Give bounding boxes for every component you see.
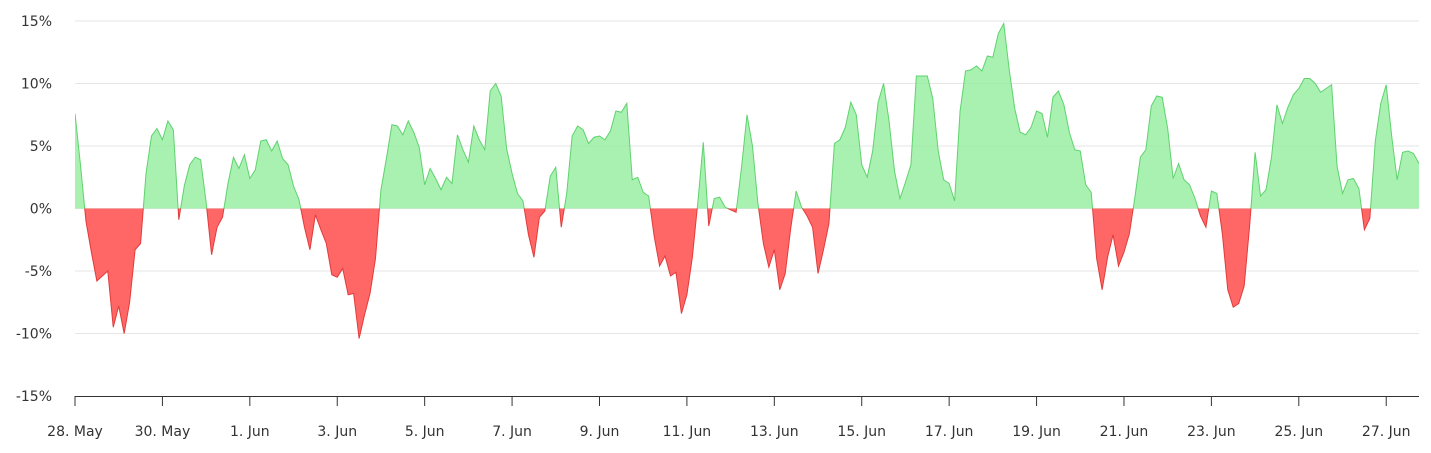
positive-line [75,21,1419,209]
x-tick-label: 3. Jun [317,424,357,440]
y-axis-labels: -15% -10% -5% 0% 5% 10% 15% [16,14,52,405]
y-tick-label: -10% [16,327,52,343]
x-axis-labels: 28. May 30. May 1. Jun 3. Jun 5. Jun 7. Jun 9.… [47,424,1410,440]
x-tick-label: 27. Jun [1362,424,1411,440]
y-tick-label: 10% [21,77,52,93]
y-tick-label: -15% [16,389,52,405]
x-tick-label: 25. Jun [1275,424,1324,440]
x-tick-label: 28. May [47,424,103,440]
x-tick-label: 30. May [135,424,191,440]
x-tick-label: 1. Jun [230,424,270,440]
x-tick-label: 15. Jun [837,424,886,440]
x-tick-label: 21. Jun [1100,424,1149,440]
positive-area [75,23,1419,209]
x-tick-label: 5. Jun [405,424,445,440]
x-tick-label: 13. Jun [750,424,799,440]
y-tick-label: 0% [30,202,52,218]
x-tick-label: 23. Jun [1187,424,1236,440]
y-tick-label: -5% [25,264,52,280]
y-tick-label: 15% [21,14,52,30]
x-tick-label: 9. Jun [580,424,620,440]
x-tick-label: 7. Jun [492,424,532,440]
x-tick-label: 11. Jun [663,424,712,440]
x-tick-label: 19. Jun [1012,424,1061,440]
area-series [75,21,1419,339]
x-tick-label: 17. Jun [925,424,974,440]
y-tick-label: 5% [30,139,52,155]
x-axis [74,396,1419,406]
